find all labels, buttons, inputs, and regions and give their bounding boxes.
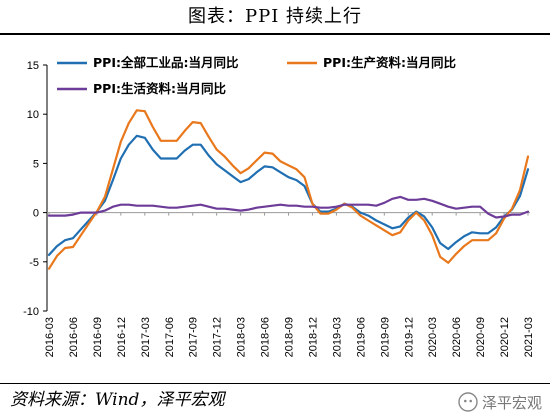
- x-tick-label: 2018-09: [284, 317, 296, 357]
- y-tick-label: 5: [33, 158, 39, 170]
- watermark: 泽平宏观: [458, 390, 542, 414]
- x-tick-label: 2017-03: [140, 317, 152, 357]
- x-tick-label: 2016-03: [44, 317, 56, 357]
- x-tick-label: 2016-06: [68, 317, 80, 357]
- chart-title: 图表：PPI 持续上行: [187, 6, 363, 27]
- chart-lines: [47, 109, 530, 270]
- x-tick-label: 2016-12: [116, 317, 128, 357]
- x-tick-label: 2018-03: [236, 317, 248, 357]
- series-line-3: [47, 195, 530, 219]
- watermark-label: 泽平宏观: [481, 393, 542, 412]
- x-tick-label: 2019-12: [403, 317, 415, 357]
- x-tick-label: 2018-12: [307, 317, 319, 357]
- x-tick-label: 2020-06: [451, 317, 463, 357]
- series-line-1: [47, 134, 530, 256]
- x-tick-label: 2016-09: [92, 317, 104, 357]
- source-note: 资料来源：Wind，泽平宏观: [10, 390, 225, 410]
- x-tick-label: 2019-06: [355, 317, 367, 357]
- x-tick-label: 2019-09: [379, 317, 391, 357]
- x-tick-label: 2020-09: [475, 317, 487, 357]
- x-tick-label: 2019-03: [331, 317, 343, 357]
- y-tick-label: 0: [33, 208, 39, 220]
- source-divider: [0, 383, 550, 384]
- y-tick-label: -5: [29, 257, 39, 269]
- y-tick-label: -10: [23, 306, 39, 318]
- legend-label-2: PPI:生产资料:当月同比: [323, 55, 456, 70]
- x-tick-label: 2017-12: [212, 317, 224, 357]
- title-divider: [0, 33, 550, 35]
- x-tick-label: 2020-12: [499, 317, 511, 357]
- y-tick-label: 10: [27, 109, 39, 121]
- chart-legend: PPI:全部工业品:当月同比 PPI:生产资料:当月同比 PPI:生活资料:当月同比: [57, 55, 456, 96]
- x-tick-label: 2021-03: [523, 317, 535, 357]
- series-line-2: [47, 109, 530, 270]
- legend-label-1: PPI:全部工业品:当月同比: [93, 55, 239, 70]
- y-tick-label: 15: [27, 60, 39, 72]
- x-tick-label: 2017-09: [188, 317, 200, 357]
- legend-label-3: PPI:生活资料:当月同比: [93, 81, 226, 96]
- chart-axes: 15 10 5 0 -5 -10 2016-03 2016-06 2016-09 2016-12 2…: [23, 60, 535, 357]
- wechat-icon: [458, 392, 478, 412]
- line-chart: 15 10 5 0 -5 -10 2016-03 2016-06 2016-09 2016-12 2…: [23, 55, 535, 357]
- x-tick-label: 2017-06: [164, 317, 176, 357]
- x-tick-label: 2020-03: [427, 317, 439, 357]
- x-tick-label: 2018-06: [260, 317, 272, 357]
